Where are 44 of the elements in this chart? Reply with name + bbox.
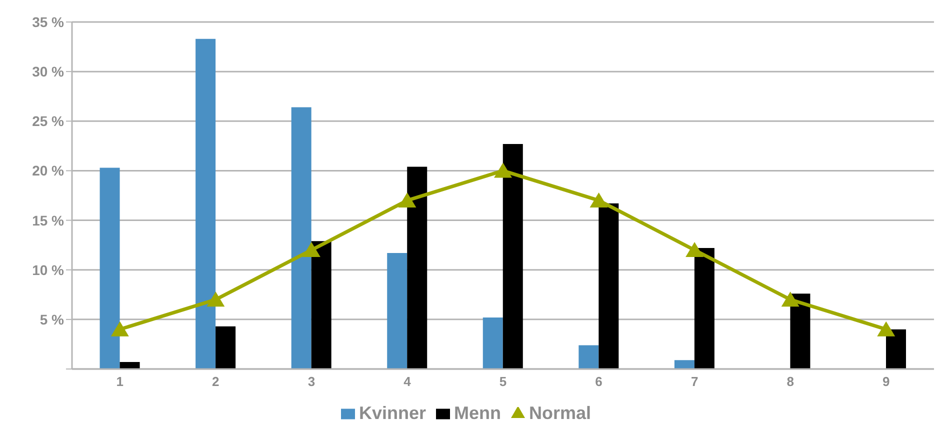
legend-label: Kvinner bbox=[358, 403, 426, 423]
bar bbox=[100, 168, 120, 369]
bar bbox=[216, 326, 236, 369]
bar bbox=[502, 144, 523, 369]
y-tick-label: 10 % bbox=[32, 262, 65, 278]
bar bbox=[482, 317, 503, 369]
bar bbox=[196, 38, 216, 369]
y-tick-label: 30 % bbox=[32, 64, 65, 80]
y-tick-label: 20 % bbox=[32, 162, 65, 179]
bar bbox=[578, 345, 599, 369]
y-tick-label: 15 % bbox=[32, 212, 65, 228]
point bbox=[110, 321, 129, 336]
point bbox=[686, 242, 704, 258]
point bbox=[398, 192, 416, 208]
bar bbox=[120, 362, 140, 369]
x-tick-label: 9 bbox=[882, 374, 890, 390]
bar bbox=[694, 248, 714, 369]
y-tick-label: 25 % bbox=[32, 113, 65, 130]
legend-label: Menn bbox=[454, 403, 501, 423]
point bbox=[781, 292, 800, 307]
bar bbox=[598, 203, 619, 369]
bar bbox=[311, 241, 332, 369]
bar bbox=[886, 329, 906, 369]
x-tick-label: 3 bbox=[308, 374, 316, 390]
legend-label: Normal bbox=[529, 403, 592, 423]
point bbox=[494, 162, 512, 178]
bar bbox=[291, 107, 312, 369]
y-tick-label: 5 % bbox=[40, 311, 65, 328]
x-tick-label: 2 bbox=[212, 374, 220, 390]
x-tick-label: 8 bbox=[786, 374, 794, 390]
point bbox=[590, 192, 608, 208]
bar bbox=[790, 294, 810, 369]
y-tick-label: 35 % bbox=[32, 14, 65, 30]
x-tick-label: 7 bbox=[690, 374, 698, 390]
x-tick-label: 6 bbox=[595, 374, 602, 390]
x-tick-label: 5 bbox=[499, 374, 507, 390]
x-tick-label: 1 bbox=[116, 374, 124, 390]
bar bbox=[407, 166, 428, 369]
point bbox=[877, 321, 896, 336]
bar bbox=[674, 360, 694, 369]
point bbox=[302, 242, 320, 258]
bar bbox=[387, 253, 408, 369]
x-tick-label: 4 bbox=[404, 374, 412, 390]
point bbox=[206, 292, 225, 307]
